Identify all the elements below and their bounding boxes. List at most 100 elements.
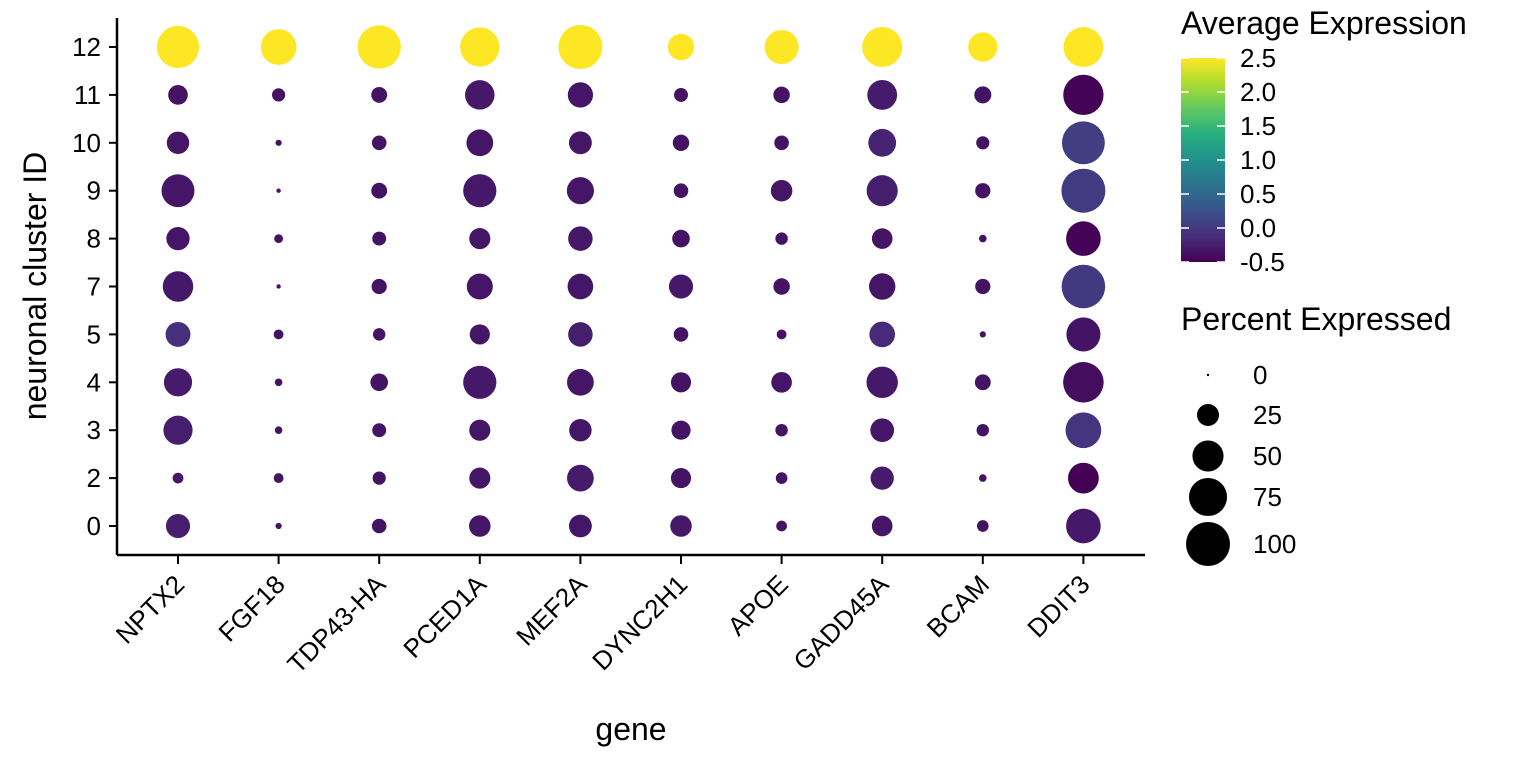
dot-gadd45a-cluster-5 — [869, 321, 896, 348]
color-legend: Average Expression 2.5 2.0 1.5 1.0 0.5 0.0 -0.… — [1181, 5, 1467, 277]
dot-pced1a-cluster-7 — [466, 273, 493, 300]
dot-pced1a-cluster-3 — [469, 419, 491, 441]
dot-pced1a-cluster-2 — [469, 467, 491, 489]
dot-ddit3-cluster-2 — [1068, 462, 1099, 494]
y-tick-label: 2 — [87, 463, 101, 493]
x-tick-label: APOE — [722, 569, 794, 641]
dot-fgf18-cluster-10 — [275, 139, 282, 146]
dot-fgf18-cluster-11 — [272, 88, 286, 102]
dot-mef2a-cluster-5 — [568, 322, 593, 347]
dot-tdp43-ha-cluster-2 — [372, 471, 386, 485]
size-legend-label: 25 — [1253, 400, 1282, 430]
dot-apoe-cluster-8 — [775, 232, 788, 245]
dot-bcam-cluster-10 — [976, 136, 990, 150]
dot-apoe-cluster-4 — [771, 371, 792, 393]
dot-apoe-cluster-5 — [776, 329, 787, 340]
dot-apoe-cluster-2 — [775, 472, 788, 484]
dot-apoe-cluster-12 — [764, 29, 799, 65]
dot-dync2h1-cluster-0 — [670, 515, 692, 537]
dot-dync2h1-cluster-8 — [672, 229, 690, 248]
dot-mef2a-cluster-8 — [568, 226, 593, 251]
y-tick-label: 4 — [87, 367, 101, 397]
dot-pced1a-cluster-9 — [463, 174, 497, 208]
dot-tdp43-ha-cluster-8 — [372, 231, 387, 246]
dot-bcam-cluster-8 — [978, 234, 987, 243]
dot-gadd45a-cluster-10 — [868, 128, 897, 157]
dot-ddit3-cluster-0 — [1066, 508, 1101, 544]
dot-tdp43-ha-cluster-5 — [372, 328, 386, 341]
dot-mef2a-cluster-4 — [567, 368, 594, 396]
dot-ddit3-cluster-12 — [1063, 27, 1104, 67]
x-tick-label: PCED1A — [397, 569, 492, 664]
dot-gadd45a-cluster-8 — [871, 228, 893, 249]
x-axis-title: gene — [595, 711, 666, 747]
dot-bcam-cluster-3 — [976, 423, 990, 437]
dot-tdp43-ha-cluster-7 — [371, 278, 387, 295]
dot-tdp43-ha-cluster-11 — [371, 86, 388, 103]
size-legend-dot — [1197, 404, 1219, 426]
x-tick-label: FGF18 — [212, 569, 290, 647]
size-legend-label: 100 — [1253, 529, 1296, 559]
dot-fgf18-cluster-0 — [275, 522, 282, 530]
dot-pced1a-cluster-4 — [463, 365, 497, 399]
dot-tdp43-ha-cluster-12 — [357, 25, 401, 69]
x-tick-label: BCAM — [921, 569, 995, 643]
size-legend-dot — [1192, 440, 1224, 472]
dot-apoe-cluster-3 — [775, 423, 788, 437]
size-legend-label: 0 — [1253, 360, 1267, 390]
x-tick-label: GADD45A — [787, 569, 895, 677]
dot-apoe-cluster-9 — [770, 179, 793, 202]
size-legend-title: Percent Expressed — [1181, 301, 1451, 337]
y-tick-label: 12 — [72, 32, 101, 62]
dot-nptx2-cluster-7 — [162, 271, 194, 302]
dot-mef2a-cluster-9 — [566, 177, 594, 205]
dot-nptx2-cluster-10 — [166, 131, 190, 155]
dot-tdp43-ha-cluster-10 — [371, 135, 387, 151]
dot-apoe-cluster-10 — [774, 135, 789, 151]
dot-fgf18-cluster-9 — [276, 188, 281, 193]
dot-ddit3-cluster-10 — [1061, 121, 1105, 165]
y-axis-title: neuronal cluster ID — [17, 152, 53, 421]
dot-pced1a-cluster-0 — [469, 515, 491, 537]
color-legend-title: Average Expression — [1181, 5, 1467, 41]
y-tick-label: 10 — [72, 128, 101, 158]
dot-gadd45a-cluster-2 — [870, 466, 894, 490]
dot-pced1a-cluster-5 — [469, 324, 490, 345]
dot-mef2a-cluster-2 — [567, 464, 594, 492]
dot-dync2h1-cluster-10 — [672, 134, 690, 152]
y-ticks: 0 2 3 4 5 7 8 9 10 11 12 — [72, 32, 117, 541]
dot-mef2a-cluster-0 — [568, 514, 592, 538]
y-tick-label: 8 — [87, 224, 101, 254]
color-tick-label: 1.0 — [1240, 145, 1276, 175]
size-legend-dot — [1206, 373, 1210, 377]
dot-dync2h1-cluster-12 — [667, 33, 695, 61]
dot-pced1a-cluster-8 — [469, 228, 491, 250]
dot-nptx2-cluster-2 — [172, 472, 184, 484]
y-tick-label: 5 — [87, 319, 101, 349]
dot-nptx2-cluster-3 — [163, 415, 193, 445]
dot-dync2h1-cluster-5 — [673, 327, 689, 342]
x-tick-label: MEF2A — [510, 569, 593, 652]
dot-ddit3-cluster-8 — [1066, 221, 1101, 256]
dot-pced1a-cluster-10 — [466, 129, 494, 157]
x-tick-label: NPTX2 — [110, 569, 190, 649]
dot-gadd45a-cluster-11 — [867, 79, 898, 110]
dot-bcam-cluster-2 — [978, 474, 987, 482]
size-legend-label: 75 — [1253, 482, 1282, 512]
color-legend-ticks: 2.5 2.0 1.5 1.0 0.5 0.0 -0.5 — [1181, 43, 1285, 277]
dot-mef2a-cluster-12 — [558, 25, 603, 69]
x-tick-label: TDP43-HA — [281, 569, 392, 680]
y-tick-label: 9 — [87, 176, 101, 206]
color-tick-label: 1.5 — [1240, 111, 1276, 141]
dot-bcam-cluster-4 — [974, 374, 991, 391]
dot-bcam-cluster-5 — [979, 331, 986, 338]
dot-bcam-cluster-0 — [976, 520, 989, 532]
dot-ddit3-cluster-4 — [1063, 362, 1104, 403]
dot-pced1a-cluster-11 — [465, 80, 495, 110]
dot-mef2a-cluster-10 — [568, 131, 592, 155]
dot-ddit3-cluster-7 — [1061, 264, 1106, 309]
dot-dync2h1-cluster-9 — [673, 183, 689, 198]
dot-dync2h1-cluster-11 — [674, 87, 688, 102]
